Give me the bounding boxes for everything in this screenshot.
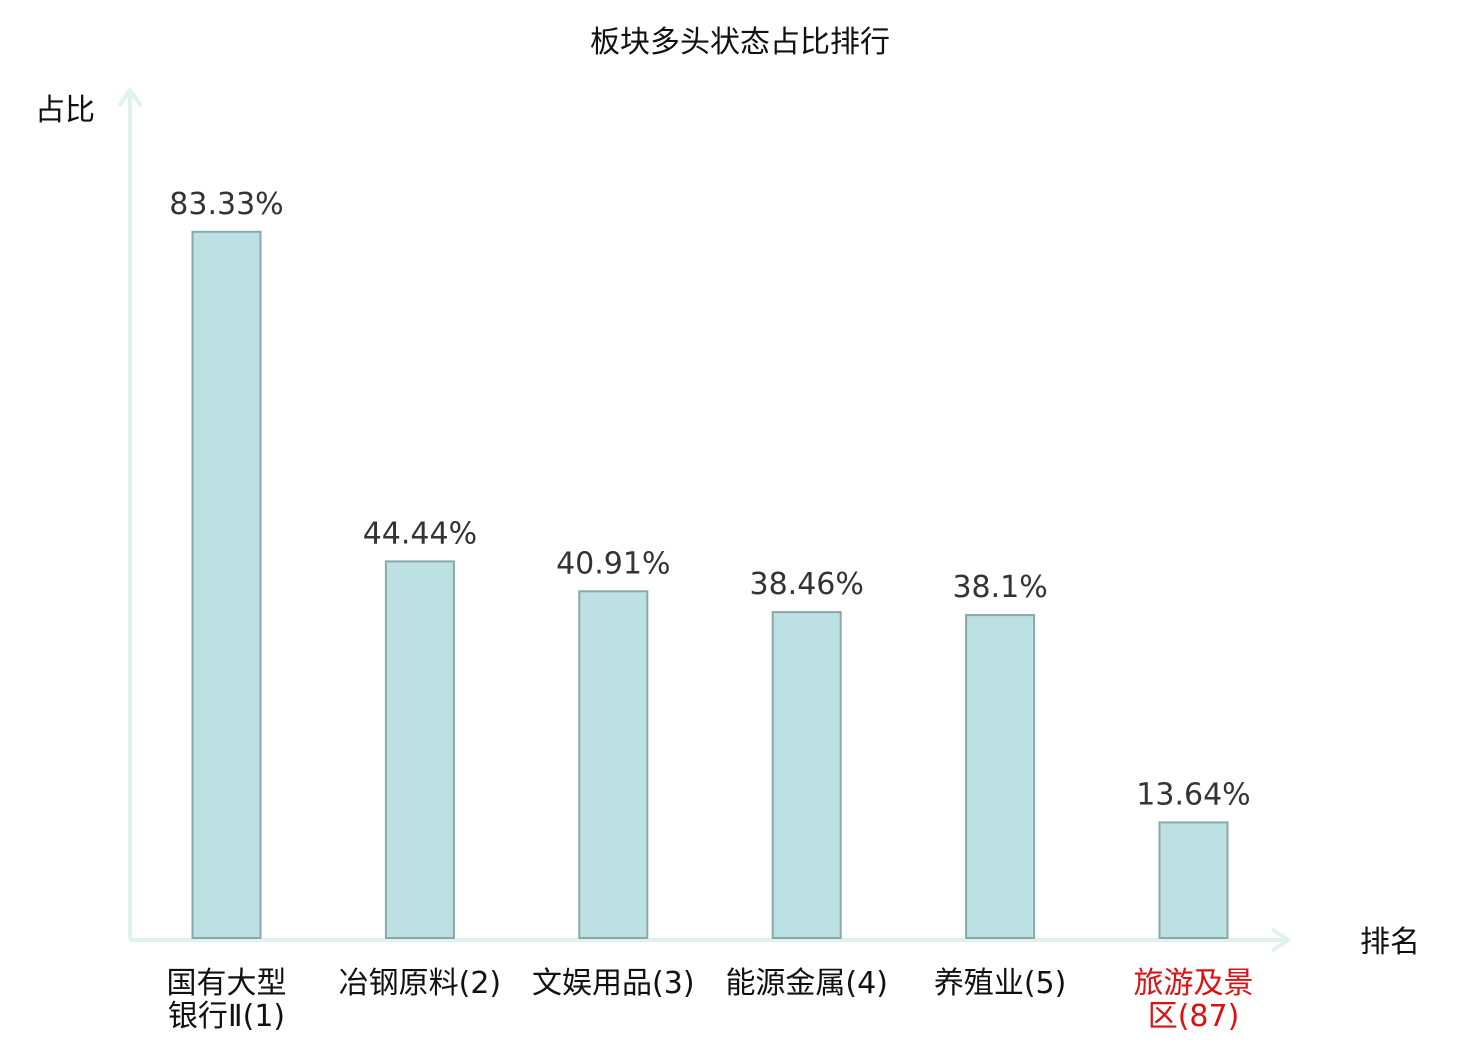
category-label-6-line-2: 区(87)	[1148, 999, 1240, 1034]
category-label-3: 文娱用品(3)	[532, 966, 695, 1001]
y-axis-label: 占比	[35, 93, 95, 128]
category-label-6-line-1: 旅游及景	[1134, 966, 1254, 1001]
bar-4	[771, 611, 842, 939]
bar-3	[578, 590, 649, 939]
value-label-1: 83.33%	[169, 187, 283, 222]
bar-5	[965, 614, 1036, 939]
x-axis-arrow	[1270, 927, 1292, 953]
y-axis-arrow	[117, 86, 143, 108]
bar-6	[1158, 821, 1229, 940]
chart-title: 板块多头状态占比排行	[590, 25, 890, 60]
category-label-2: 冶钢原料(2)	[339, 966, 502, 1001]
bar-2	[384, 560, 455, 940]
category-label-1-line-2: 银行Ⅱ(1)	[168, 999, 285, 1034]
value-label-4: 38.46%	[750, 567, 864, 602]
value-label-2: 44.44%	[363, 516, 477, 551]
value-label-5: 38.1%	[952, 570, 1047, 605]
category-label-1-line-1: 国有大型	[167, 966, 287, 1001]
bar-1	[191, 230, 262, 940]
category-label-4: 能源金属(4)	[725, 966, 888, 1001]
value-label-6: 13.64%	[1136, 777, 1250, 812]
x-axis-label: 排名	[1360, 925, 1420, 960]
category-label-5: 养殖业(5)	[934, 966, 1067, 1001]
value-label-3: 40.91%	[556, 546, 670, 581]
bars-group	[191, 230, 1229, 940]
